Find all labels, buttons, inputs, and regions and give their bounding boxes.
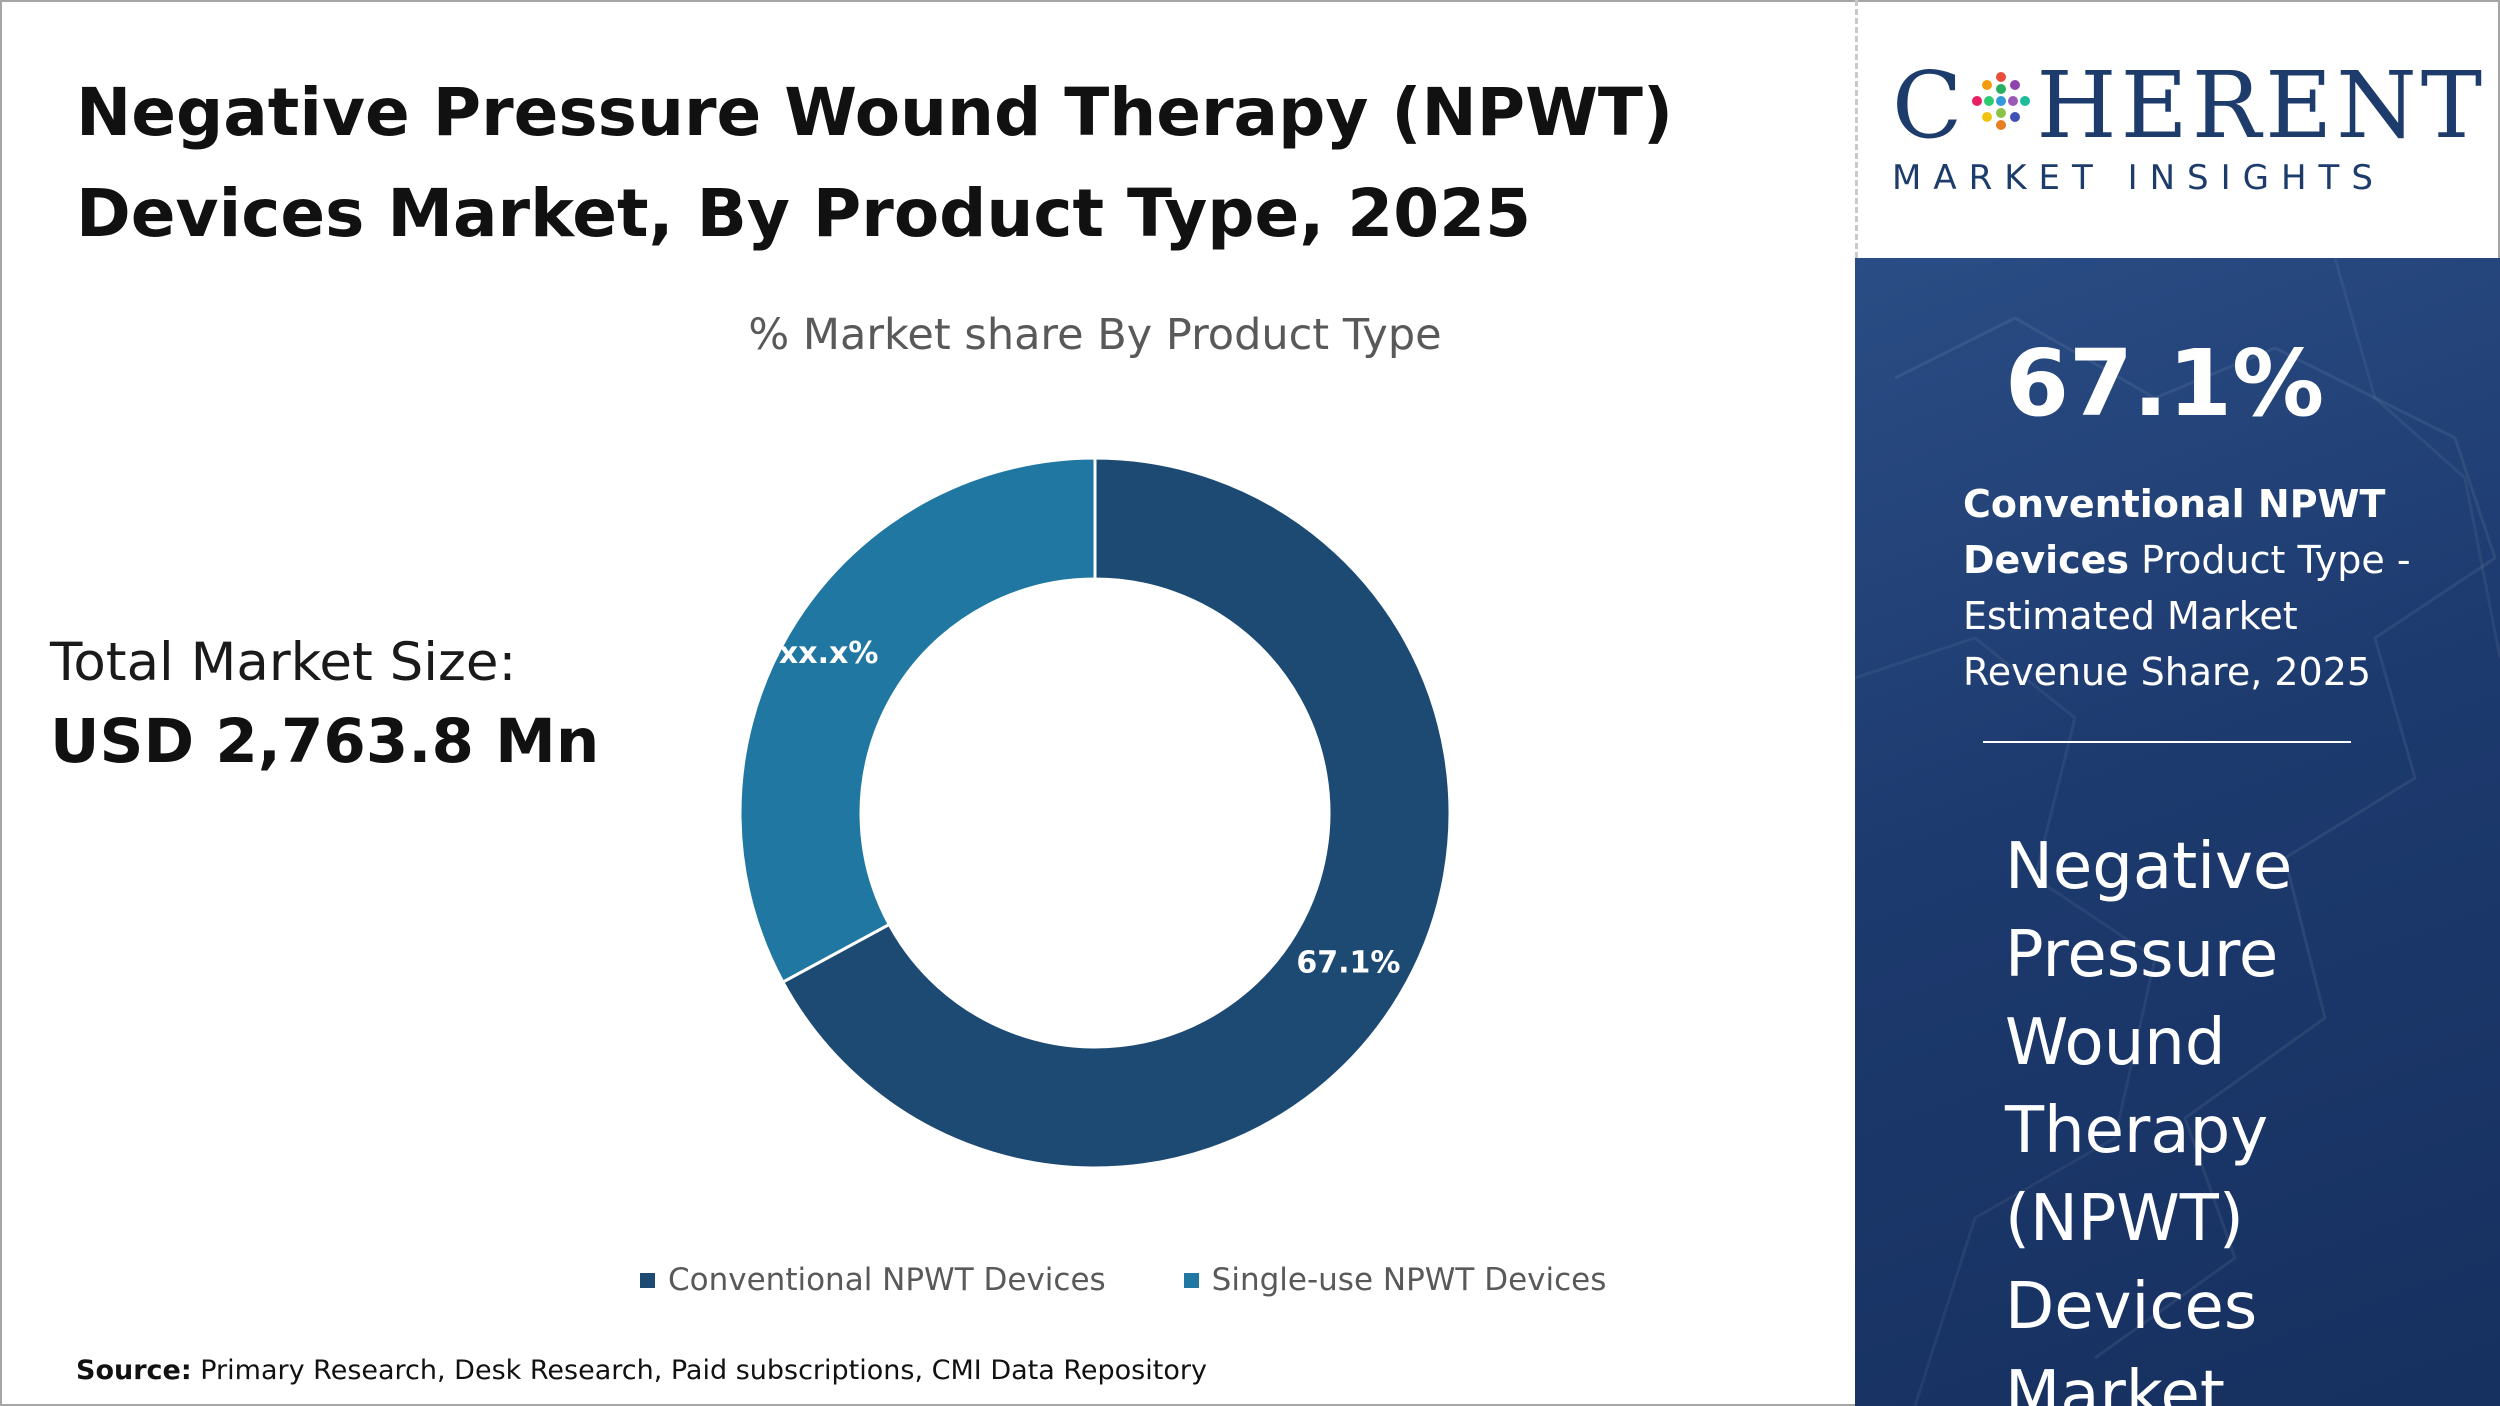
donut-slice-0	[780, 456, 1452, 1170]
market-title: Negative Pressure Wound Therapy (NPWT) D…	[2005, 830, 2293, 1406]
headline-percent: 67.1%	[2005, 330, 2325, 437]
donut-label-0: 67.1%	[1296, 945, 1400, 980]
coherent-logo: C HERENT MARKET INSIGHTS	[1892, 60, 2482, 199]
dot-grid-icon	[1972, 72, 2031, 130]
chart-subtitle: % Market share By Product Type	[748, 310, 1442, 360]
donut-slices	[738, 456, 1452, 1170]
legend-item-conventional: Conventional NPWT Devices	[640, 1262, 1106, 1298]
donut-slice-1	[738, 456, 1097, 985]
source-text: Primary Research, Desk Research, Paid su…	[191, 1355, 1207, 1386]
logo-word-start: C	[1892, 52, 1967, 159]
legend-swatch-conventional	[640, 1272, 655, 1288]
source-note: Source: Primary Research, Desk Research,…	[76, 1355, 1207, 1386]
segment-name: Conventional NPWT Devices	[1963, 482, 2386, 582]
total-market-size-label: Total Market Size:	[50, 632, 517, 693]
legend-label-single-use: Single-use NPWT Devices	[1211, 1262, 1607, 1298]
highlight-panel: 67.1% Conventional NPWT Devices Product …	[1855, 258, 2500, 1406]
donut-chart: 67.1% xx.x%	[738, 456, 1452, 1170]
logo-word-end: HERENT	[2036, 52, 2487, 159]
panel-map-texture	[1855, 258, 2500, 1406]
title-line-1: Negative Pressure Wound Therapy (NPWT)	[76, 74, 1674, 151]
segment-description: Conventional NPWT Devices Product Type -…	[1963, 476, 2463, 700]
donut-label-1: xx.x%	[779, 636, 879, 671]
legend-swatch-single-use	[1183, 1272, 1199, 1288]
logo-subtitle: MARKET INSIGHTS	[1892, 158, 2385, 198]
source-label: Source:	[76, 1355, 192, 1386]
logo-wordmark: C HERENT	[1892, 60, 2482, 152]
legend-label-conventional: Conventional NPWT Devices	[668, 1262, 1106, 1298]
donut-labels: 67.1% xx.x%	[779, 636, 1401, 981]
panel-separator	[1983, 741, 2351, 743]
page-title: Negative Pressure Wound Therapy (NPWT) D…	[76, 62, 1776, 264]
chart-legend: Conventional NPWT Devices Single-use NPW…	[640, 1262, 1606, 1298]
title-line-2: Devices Market, By Product Type, 2025	[76, 175, 1531, 252]
segment-description-rest: Product Type - Estimated Market Revenue …	[1963, 538, 2411, 694]
legend-item-single-use: Single-use NPWT Devices	[1183, 1262, 1607, 1298]
total-market-size-value: USD 2,763.8 Mn	[50, 706, 600, 777]
header-divider	[1855, 0, 1858, 258]
